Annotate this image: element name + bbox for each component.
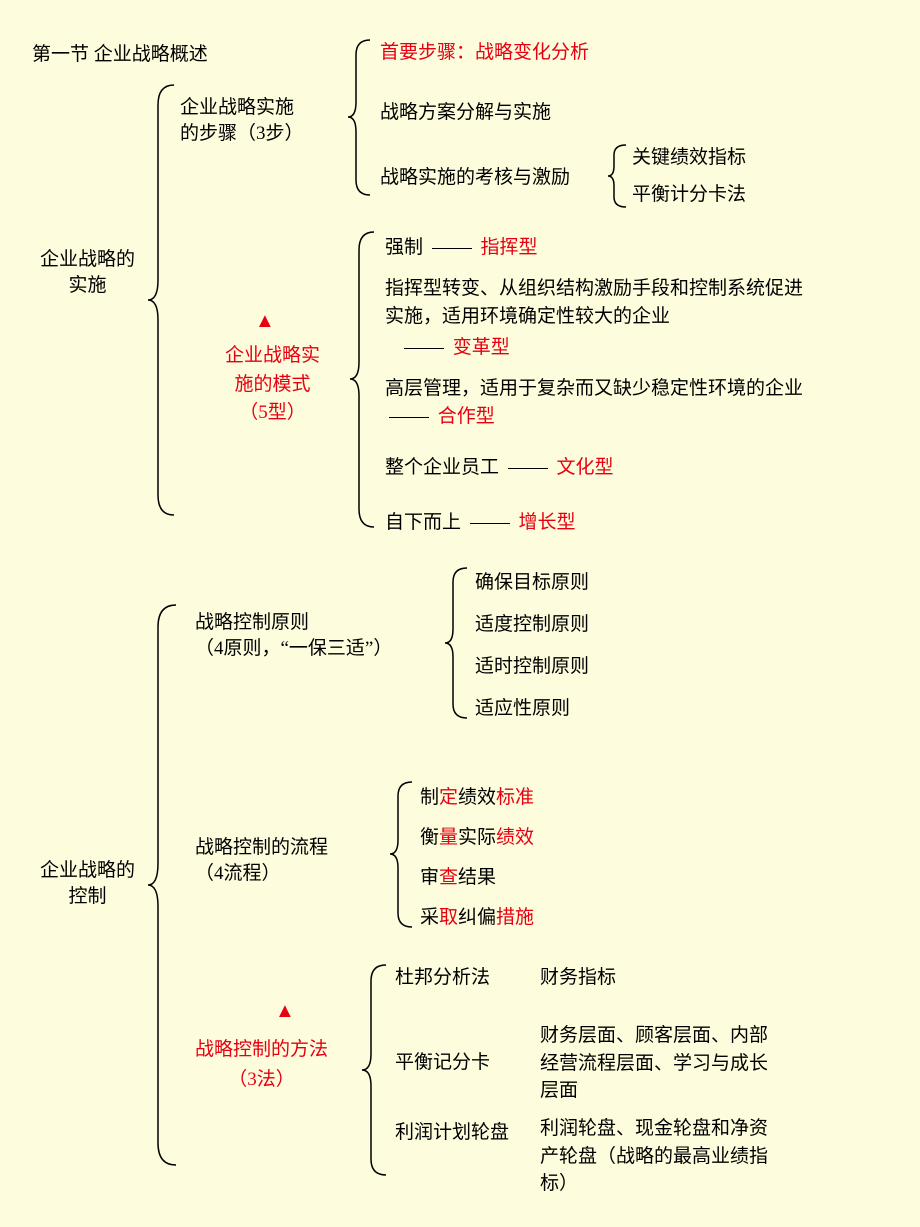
r2c2-d4: 措施	[496, 907, 534, 928]
brace-r2c2	[390, 782, 412, 927]
r2c2-label: 战略控制的流程 （4流程）	[195, 835, 328, 886]
r2c3-a-right: 财务指标	[540, 965, 616, 991]
r1c2-e-red: 增长型	[519, 512, 576, 533]
r2c2-a4: 标准	[496, 787, 534, 808]
r2c3-b-right: 财务层面、顾客层面、内部经营流程层面、学习与成长层面	[540, 1022, 780, 1105]
r2c3-label: 战略控制的方法 （3法）	[195, 1035, 328, 1096]
r2c2-c: 审查结果	[420, 865, 496, 891]
r2c2-c3: 结果	[458, 867, 496, 888]
dash-icon	[470, 523, 510, 524]
r2c2-a3: 绩效	[458, 787, 496, 808]
r2c2-b: 衡量实际绩效	[420, 825, 534, 851]
r1c2-b-dash: 变革型	[400, 335, 510, 361]
r1c2-l1: 企业战略实	[225, 345, 320, 366]
root1-l2: 实施	[69, 275, 107, 296]
r1c2-e: 自下而上 增长型	[385, 510, 576, 536]
r1c2-a: 强制 指挥型	[385, 235, 538, 261]
r2c3-c: 利润计划轮盘	[395, 1120, 509, 1146]
r2c2-d1: 采	[420, 907, 439, 928]
r2c1-c: 适时控制原则	[475, 654, 589, 680]
r1c1-c-sub2: 平衡计分卡法	[632, 182, 746, 208]
r1c2-a-pre: 强制	[385, 237, 423, 258]
r2c2-l2: （4流程）	[195, 863, 281, 884]
root1-l1: 企业战略的	[40, 249, 135, 270]
r1c2-c-text: 高层管理，适用于复杂而又缺少稳定性环境的企业	[385, 378, 803, 399]
r2c3-c-right: 利润轮盘、现金轮盘和净资产轮盘（战略的最高业绩指标）	[540, 1115, 770, 1198]
r1c1-b: 战略方案分解与实施	[380, 100, 551, 126]
r1c2-e-pre: 自下而上	[385, 512, 461, 533]
brace-r1c2	[350, 232, 374, 527]
dash-icon	[389, 417, 429, 418]
r2c2-l1: 战略控制的流程	[195, 837, 328, 858]
r1c1-a: 首要步骤：战略变化分析	[380, 40, 589, 66]
r1c2-label: 企业战略实 施的模式 （5型）	[225, 342, 320, 428]
brace-r1c1-c	[608, 145, 626, 207]
r2c1-l2: （4原则，“一保三适”）	[195, 638, 392, 659]
r1c2-a-red: 指挥型	[481, 237, 538, 258]
r1c2-d-pre: 整个企业员工	[385, 457, 499, 478]
root2-label: 企业战略的 控制	[40, 858, 135, 909]
section-header: 第一节 企业战略概述	[32, 42, 208, 68]
root2-l1: 企业战略的	[40, 860, 135, 881]
r1c2-b-red: 变革型	[453, 337, 510, 358]
r2c2-b2: 量	[439, 827, 458, 848]
r1c1-label: 企业战略实施 的步骤（3步）	[180, 95, 304, 146]
r1c2-d-red: 文化型	[557, 457, 614, 478]
r2c2-a: 制定绩效标准	[420, 785, 534, 811]
r1c2-c: 高层管理，适用于复杂而又缺少稳定性环境的企业 合作型	[385, 375, 805, 430]
r2c2-b3: 实际	[458, 827, 496, 848]
r1c1-a-red: 战略变化分析	[475, 42, 589, 63]
brace-r1c1	[348, 40, 370, 195]
r1c2-d: 整个企业员工 文化型	[385, 455, 614, 481]
r1c2-l2: 施的模式	[235, 374, 311, 395]
r2c2-c2: 查	[439, 867, 458, 888]
r1c1-c-sub1: 关键绩效指标	[632, 145, 746, 171]
r1c2-l3: （5型）	[239, 402, 306, 423]
brace-r2c1	[445, 568, 467, 718]
r2c3-a: 杜邦分析法	[395, 965, 490, 991]
r2c3-b: 平衡记分卡	[395, 1050, 490, 1076]
r1c1-l1: 企业战略实施	[180, 97, 294, 118]
r2c2-d2: 取	[439, 907, 458, 928]
r2c1-l1: 战略控制原则	[195, 612, 309, 633]
r2c2-c1: 审	[420, 867, 439, 888]
r1c1-a-prefix: 首要步骤：	[380, 42, 475, 63]
dash-icon	[432, 248, 472, 249]
r2c3-l1: 战略控制的方法	[195, 1039, 328, 1060]
r2c1-d: 适应性原则	[475, 696, 570, 722]
dash-icon	[508, 468, 548, 469]
r2c2-a1: 制	[420, 787, 439, 808]
r1c1-c: 战略实施的考核与激励	[380, 165, 570, 191]
r1c1-l2: 的步骤（3步）	[180, 123, 304, 144]
diagram-root: 第一节 企业战略概述 企业战略的 实施 企业战略实施 的步骤（3步） 首要步骤：…	[0, 0, 920, 1227]
r2c1-label: 战略控制原则 （4原则，“一保三适”）	[195, 610, 392, 661]
r2c1-b: 适度控制原则	[475, 612, 589, 638]
triangle-marker-2: ▲	[275, 1000, 295, 1023]
triangle-marker-1: ▲	[255, 310, 275, 333]
r2c3-l2: （3法）	[228, 1069, 295, 1090]
dash-icon	[404, 348, 444, 349]
r1c2-b-text: 指挥型转变、从组织结构激励手段和控制系统促进实施，适用环境确定性较大的企业	[385, 275, 805, 330]
r2c1-a: 确保目标原则	[475, 570, 589, 596]
brace-r2c3	[362, 965, 386, 1175]
root1-label: 企业战略的 实施	[40, 247, 135, 298]
root2-l2: 控制	[69, 886, 107, 907]
brace-root2	[148, 605, 176, 1165]
brace-root1	[148, 85, 174, 515]
r2c2-b4: 绩效	[496, 827, 534, 848]
r2c2-d3: 纠偏	[458, 907, 496, 928]
r1c2-c-red: 合作型	[438, 406, 495, 427]
r2c2-a2: 定	[439, 787, 458, 808]
r2c2-b1: 衡	[420, 827, 439, 848]
r2c2-d: 采取纠偏措施	[420, 905, 534, 931]
